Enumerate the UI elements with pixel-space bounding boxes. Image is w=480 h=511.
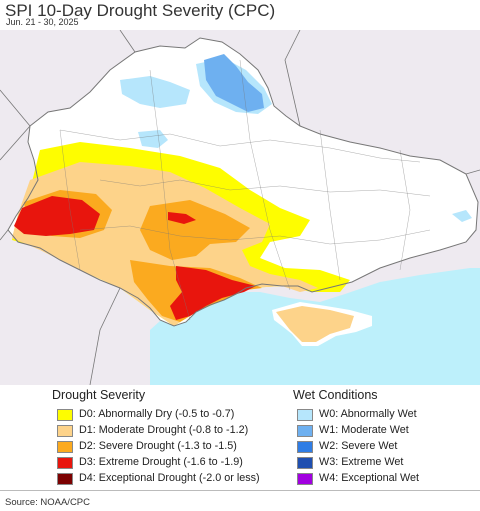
- w1-moderate-wet-area: [204, 54, 264, 112]
- legend: Drought Severity Wet Conditions D0: Abno…: [0, 385, 480, 488]
- w3-label: W3: Extreme Wet: [319, 456, 404, 468]
- w0-abnormally-wet-area-north: [120, 76, 190, 108]
- d0-label: D0: Abnormally Dry (-0.5 to -0.7): [79, 408, 235, 420]
- header: SPI 10-Day Drought Severity (CPC) Jun. 2…: [0, 0, 480, 28]
- d1-swatch: [57, 425, 73, 437]
- w2-label: W2: Severe Wet: [319, 440, 398, 452]
- d2-swatch: [57, 441, 73, 453]
- d3-swatch: [57, 457, 73, 469]
- w2-swatch: [297, 441, 313, 453]
- neighbor-borders: [0, 30, 480, 385]
- d2-label: D2: Severe Drought (-1.3 to -1.5): [79, 440, 237, 452]
- map-title: SPI 10-Day Drought Severity (CPC): [5, 1, 276, 20]
- d4-swatch: [57, 473, 73, 485]
- map-canvas: [0, 30, 480, 385]
- oblast-borders: [59, 59, 431, 321]
- d3-label: D3: Extreme Drought (-1.6 to -1.9): [79, 456, 243, 468]
- w0-abnormally-wet-area-east: [452, 210, 472, 222]
- w3-swatch: [297, 457, 313, 469]
- wet-legend-heading: Wet Conditions: [293, 388, 378, 402]
- date-range: Jun. 21 - 30, 2025: [6, 17, 79, 27]
- w1-label: W1: Moderate Wet: [319, 424, 409, 436]
- d1-crimea-area: [276, 306, 354, 342]
- drought-legend-heading: Drought Severity: [52, 388, 146, 402]
- w4-swatch: [297, 473, 313, 485]
- d1-label: D1: Moderate Drought (-0.8 to -1.2): [79, 424, 249, 436]
- d2-severe-drought-area-central: [140, 200, 250, 260]
- w4-label: W4: Exceptional Wet: [319, 472, 420, 484]
- d3-extreme-drought-area-central: [168, 212, 196, 224]
- d0-swatch: [57, 409, 73, 421]
- footer: Source: NOAA/CPC: [0, 490, 480, 511]
- d3-extreme-drought-area-south: [170, 266, 256, 320]
- w0-swatch: [297, 409, 313, 421]
- d3-extreme-drought-area-west: [14, 196, 100, 236]
- w0-label: W0: Abnormally Wet: [319, 408, 417, 420]
- w1-swatch: [297, 425, 313, 437]
- source-credit: Source: NOAA/CPC: [5, 497, 90, 508]
- w0-abnormally-wet-area-small: [138, 130, 168, 148]
- d4-label: D4: Exceptional Drought (-2.0 or less): [79, 472, 260, 484]
- country-border: [7, 37, 479, 327]
- drought-map: [0, 30, 480, 385]
